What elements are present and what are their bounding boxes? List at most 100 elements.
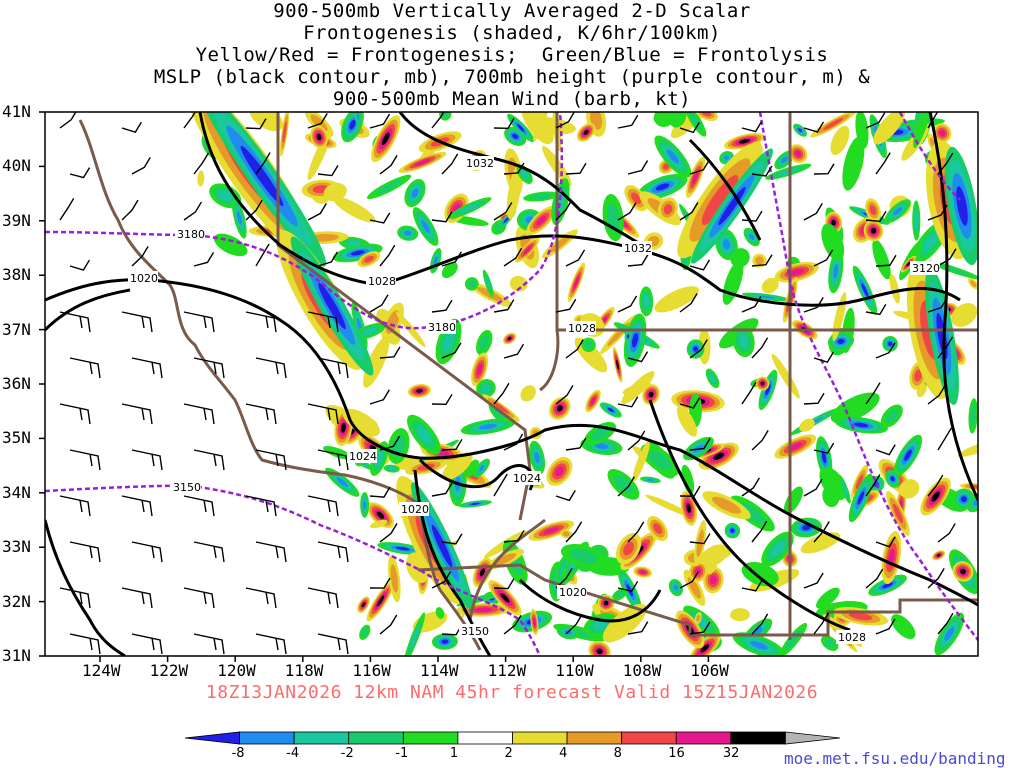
wind-barb: [565, 249, 586, 267]
shading-cell: [842, 483, 848, 496]
shading-cell: [416, 426, 432, 444]
wind-barb: [493, 473, 508, 497]
wind-barb: [813, 163, 835, 175]
colorado-river: [539, 329, 560, 392]
wind-barb: [431, 393, 453, 406]
shading-cell: [749, 233, 755, 241]
shading-cell: [478, 423, 498, 430]
shading-cell: [712, 496, 741, 514]
title-line-4: MSLP (black contour, mb), 700mb height (…: [153, 66, 871, 88]
shading-cell: [376, 511, 385, 519]
lon-label: 110W: [555, 661, 594, 680]
shading-cell: [474, 607, 493, 613]
wind-barb: [927, 385, 946, 405]
shading-cell: [662, 163, 670, 170]
shading-cell: [549, 235, 571, 253]
wind-barb: [865, 112, 886, 129]
lon-label: 112W: [487, 661, 527, 680]
shading-cell: [562, 531, 570, 537]
wind-barb: [503, 162, 525, 175]
shading-cell: [249, 112, 284, 132]
shading-cell: [842, 136, 865, 191]
wind-barb: [689, 259, 711, 271]
gulf-coast: [468, 518, 546, 621]
shading-cell: [951, 303, 978, 327]
shading-cell: [891, 614, 916, 640]
shading-cell: [395, 546, 410, 551]
shading-cell: [507, 336, 512, 341]
mslp-label-1028-a: 1028: [368, 275, 396, 288]
shading-cell: [655, 183, 670, 191]
shading-cell: [333, 196, 376, 223]
wind-barb: [183, 311, 215, 333]
colorbar-label: 32: [722, 746, 740, 761]
shading-cell: [824, 638, 835, 648]
height-label-3120: 3120: [912, 262, 940, 275]
shading-cell: [500, 592, 510, 603]
wind-barb: [255, 243, 270, 267]
wind-barb: [369, 212, 391, 224]
shading-cell: [693, 346, 698, 352]
height-label-3150-a: 3150: [173, 481, 201, 494]
mslp-label-1028-c: 1028: [838, 631, 866, 644]
wind-barb: [555, 384, 574, 405]
wind-barb: [193, 152, 210, 175]
wind-barb: [255, 449, 287, 471]
lon-label: 116W: [352, 661, 391, 680]
wind-barb: [431, 299, 453, 313]
wind-barb: [617, 581, 639, 593]
wind-barb: [503, 433, 524, 451]
wind-barb: [317, 357, 349, 379]
wind-barb: [813, 442, 835, 454]
wind-barb: [741, 580, 763, 592]
lat-label: 41N: [2, 102, 31, 121]
shading-cell: [973, 499, 978, 506]
shading-cell: [590, 426, 610, 441]
wind-barb: [875, 342, 896, 359]
title-line-5: 900-500mb Mean Wind (barb, kt): [332, 88, 692, 110]
shading-cell: [361, 627, 369, 637]
shading-cell: [197, 170, 205, 187]
shading-cell: [722, 239, 731, 250]
shading-cell: [623, 541, 634, 556]
shading-cell: [479, 568, 486, 577]
shading-cell: [442, 452, 473, 480]
wind-barb: [431, 483, 453, 497]
height-contours: [45, 112, 978, 656]
shading-cell: [837, 338, 845, 344]
colorbar-swatch: [621, 731, 677, 745]
shading-cell: [870, 227, 877, 234]
wind-barb: [937, 152, 954, 175]
shading-cell: [794, 150, 802, 157]
colorbar-swatch: [785, 731, 841, 745]
shading-cell: [411, 188, 419, 198]
wind-barb: [741, 296, 762, 313]
shading-cell: [517, 124, 525, 132]
wind-barb: [245, 495, 277, 517]
shading-cell: [799, 418, 815, 432]
wind-barb: [441, 342, 462, 359]
shading-cell: [882, 582, 893, 589]
wind-barb: [317, 541, 349, 563]
wind-barb: [59, 403, 91, 425]
shading-cell: [970, 280, 977, 288]
wind-barb: [441, 251, 462, 267]
shading-cell: [362, 327, 377, 335]
wind-barb: [865, 568, 884, 589]
lon-label: 122W: [149, 661, 189, 680]
shading-cell: [898, 479, 920, 499]
wind-barb: [245, 403, 277, 425]
wind-barb: [69, 449, 101, 471]
colorbar-label: -8: [231, 746, 245, 761]
wind-barb: [555, 490, 576, 502]
shading-cell: [713, 452, 725, 460]
colorbar-swatch: [239, 731, 295, 745]
wind-barb: [121, 121, 142, 134]
shading-cell: [481, 384, 491, 393]
shading-cell: [956, 186, 968, 226]
colorbar-label: -4: [286, 746, 300, 761]
shading-cell: [433, 256, 438, 265]
shading-cell: [673, 584, 679, 591]
height-label-3150-b: 3150: [461, 625, 489, 638]
wind-barb: [617, 295, 638, 313]
